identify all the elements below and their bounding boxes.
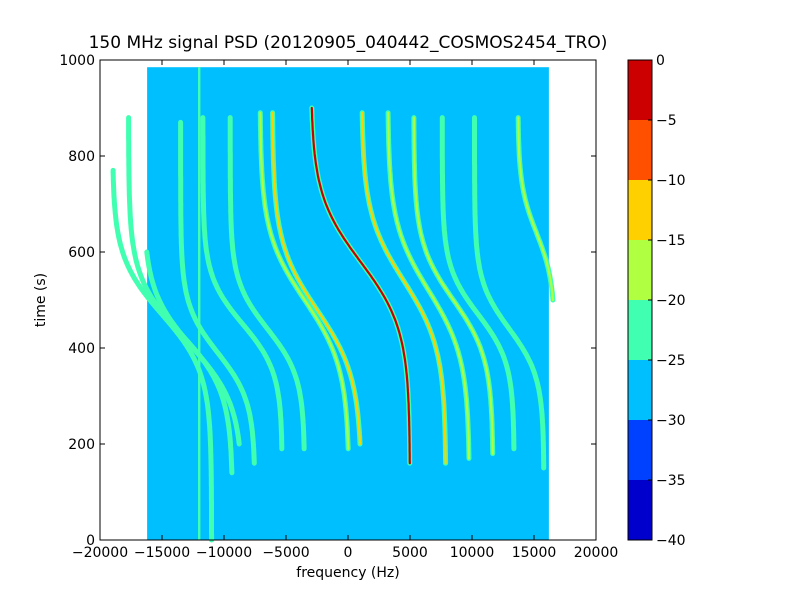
trace-14 — [473, 116, 545, 470]
x-tick-label: 0 — [344, 545, 353, 561]
colorbar-tick-label: −30 — [656, 413, 686, 429]
trace-6 — [229, 116, 306, 450]
colorbar-tick-label: −25 — [656, 353, 686, 369]
plot-area — [99, 59, 597, 543]
trace-5 — [201, 116, 283, 450]
heatmap-background — [147, 67, 549, 540]
trace-4 — [179, 121, 256, 465]
trace-1 — [112, 169, 213, 542]
colorbar-band-5 — [628, 240, 652, 300]
x-axis-label: frequency (Hz) — [296, 565, 399, 581]
x-axis: −20000 −15000 −10000 −5000 0 5000 10000 15000 20… — [72, 60, 618, 561]
colorbar-band-2 — [628, 420, 652, 480]
trace-10 — [361, 111, 447, 465]
colorbar-band-7 — [628, 120, 652, 180]
colorbar-tick-label: −20 — [656, 293, 686, 309]
x-tick-label: 10000 — [450, 545, 495, 561]
colorbar-band-8 — [628, 60, 652, 120]
y-tick-label: 0 — [86, 533, 95, 549]
x-tick-label: −15000 — [134, 545, 190, 561]
y-tick-label: 1000 — [59, 53, 95, 69]
colorbar-tick-label: 0 — [656, 53, 665, 69]
y-tick-label: 400 — [68, 341, 95, 357]
colorbar-tick-label: −10 — [656, 173, 686, 189]
trace-3 — [145, 250, 241, 446]
y-axis-label: time (s) — [33, 273, 49, 327]
colorbar-band-6 — [628, 180, 652, 240]
colorbar-band-4 — [628, 300, 652, 360]
trace-11 — [387, 111, 471, 460]
x-tick-label: −5000 — [262, 545, 309, 561]
colorbar-band-3 — [628, 360, 652, 420]
trace-2 — [127, 116, 233, 474]
colorbar-tick-label: −5 — [656, 113, 677, 129]
trace-15 — [517, 116, 554, 302]
colorbar-tick-label: −40 — [656, 533, 686, 549]
y-tick-label: 800 — [68, 149, 95, 165]
trace-7 — [259, 111, 350, 450]
trace-13 — [441, 116, 515, 450]
y-tick-label: 200 — [68, 437, 95, 453]
trace-12 — [412, 116, 494, 455]
colorbar: 0 −5 −10 −15 −20 −25 −30 −35 −40 — [627, 53, 686, 549]
x-tick-label: 15000 — [512, 545, 557, 561]
x-tick-label: −10000 — [196, 545, 252, 561]
x-tick-label: −20000 — [72, 545, 128, 561]
y-tick-label: 600 — [68, 245, 95, 261]
trace-9 — [310, 106, 411, 465]
carrier-line — [198, 67, 201, 540]
colorbar-tick-label: −35 — [656, 473, 686, 489]
trace-8 — [271, 111, 362, 446]
x-tick-label: 20000 — [574, 545, 619, 561]
chart-title: 150 MHz signal PSD (20120905_040442_COSM… — [89, 33, 608, 53]
colorbar-tick-label: −15 — [656, 233, 686, 249]
x-tick-label: 5000 — [392, 545, 428, 561]
colorbar-band-1 — [628, 480, 652, 540]
y-axis: 0 200 400 600 800 1000 — [59, 53, 596, 549]
